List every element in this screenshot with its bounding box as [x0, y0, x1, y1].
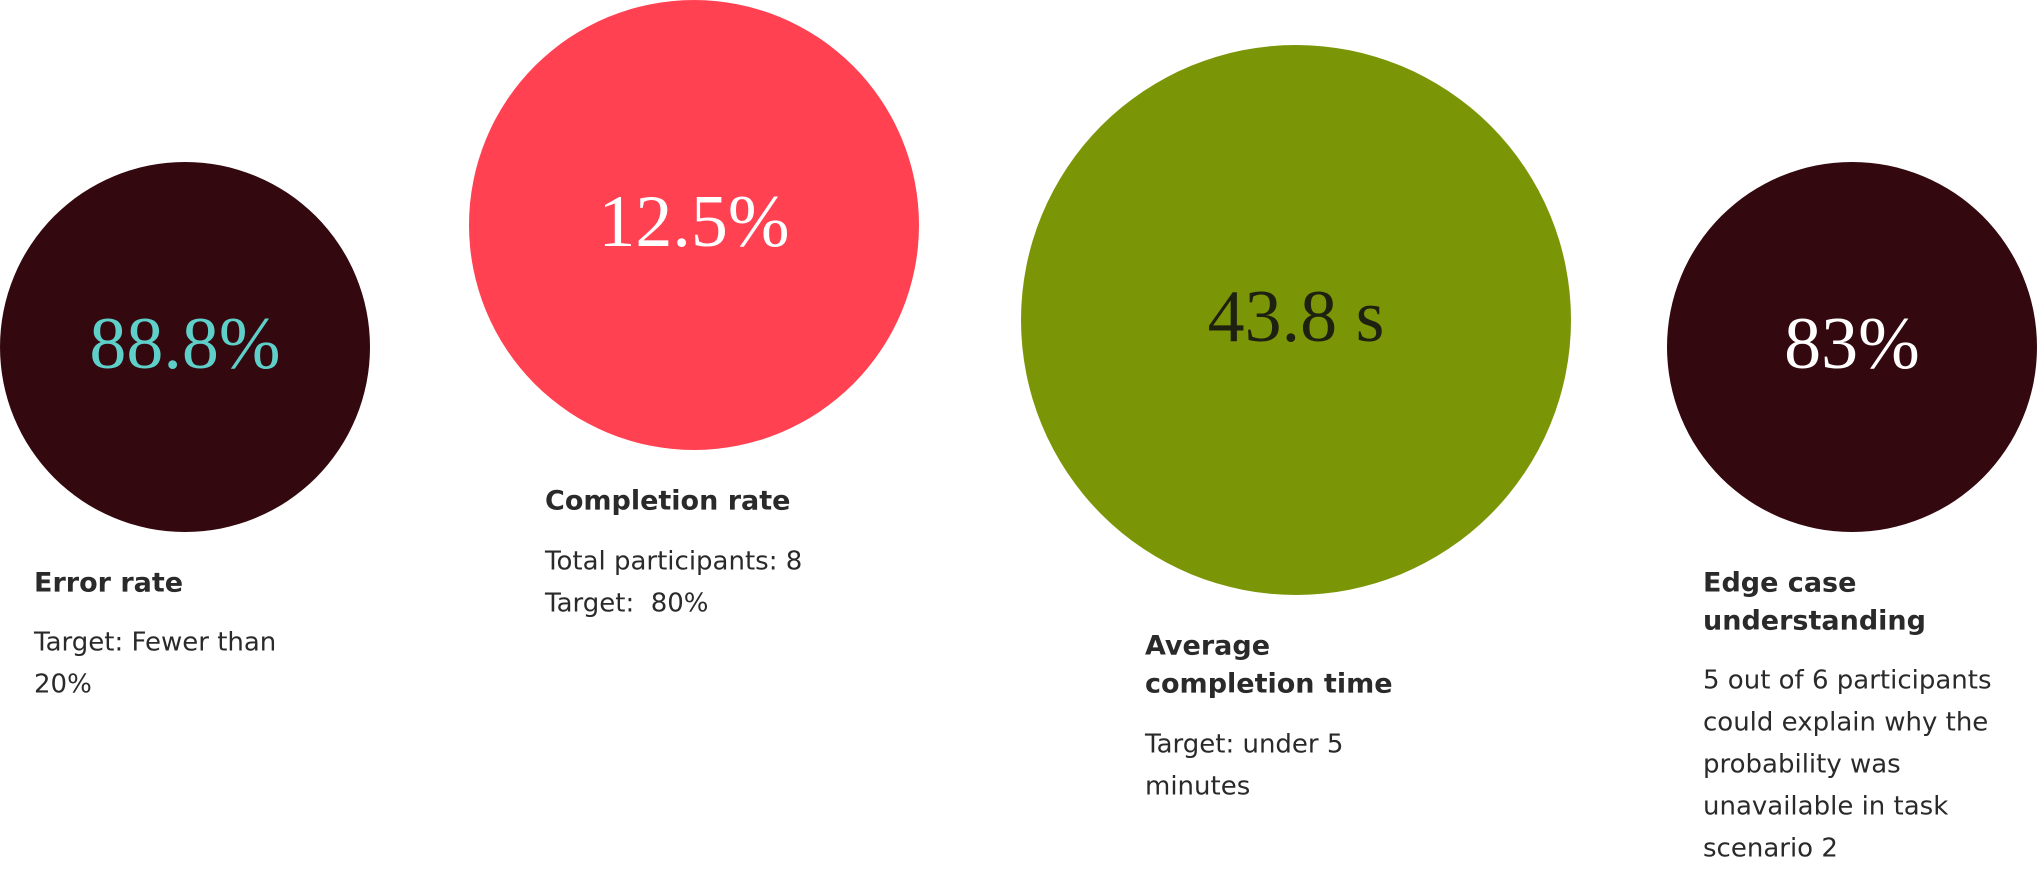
metric-title: understanding: [1703, 606, 1926, 637]
metric-description: Target: under 5: [1144, 730, 1343, 760]
metric-description: Target: 80%: [544, 589, 709, 619]
metric-circle: [1667, 162, 2037, 532]
metric-description: scenario 2: [1703, 834, 1838, 864]
metric-description: unavailable in task: [1703, 792, 1948, 822]
metric-description: 5 out of 6 participants: [1703, 666, 1992, 696]
metric-description: could explain why the: [1703, 708, 1988, 738]
metric-description: Target: Fewer than: [33, 628, 276, 658]
metric-description: probability was: [1703, 750, 1901, 780]
metric-description: minutes: [1145, 772, 1250, 802]
metric-title: Completion rate: [545, 486, 790, 517]
metric-circle: [1021, 45, 1571, 595]
metric-circle: [0, 162, 370, 532]
metric-description: 20%: [34, 670, 92, 700]
metric-title: completion time: [1145, 669, 1393, 700]
metric-circle: [469, 0, 919, 450]
metric-title: Error rate: [34, 568, 183, 599]
metric-value: 12.5%: [598, 181, 789, 263]
metric-description: Total participants: 8: [544, 547, 802, 577]
metric-value: 83%: [1784, 303, 1920, 385]
metric-value: 88.8%: [89, 303, 280, 385]
metric-title: Average: [1145, 631, 1270, 662]
metric-title: Edge case: [1703, 568, 1856, 599]
metric-value: 43.8 s: [1208, 276, 1385, 358]
